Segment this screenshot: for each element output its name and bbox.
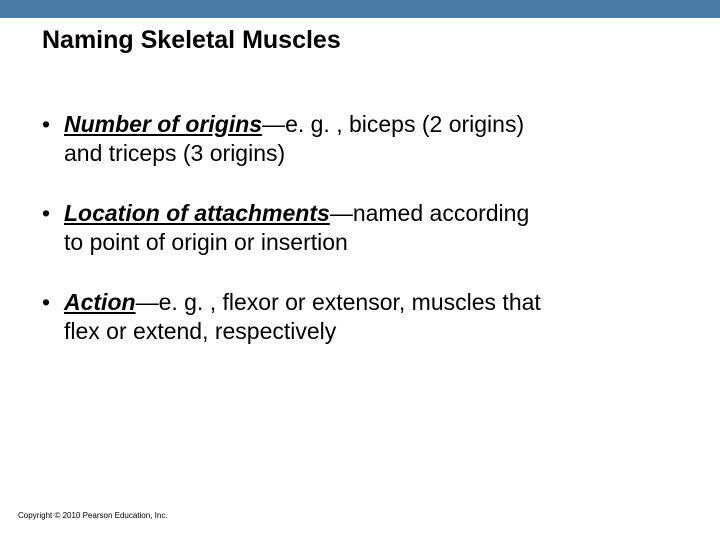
bullet-rest: —e. g. , biceps (2 origins): [262, 111, 524, 137]
bullet-emphasis: Action: [64, 289, 136, 315]
bullet-text: Action—e. g. , flexor or extensor, muscl…: [64, 289, 541, 315]
bullet-text: Location of attachments—named according: [64, 200, 529, 226]
bullet-item: •Action—e. g. , flexor or extensor, musc…: [42, 288, 682, 347]
bullet-rest: —named according: [330, 200, 529, 226]
bullet-marker: •: [42, 288, 64, 317]
bullet-item: •Number of origins—e. g. , biceps (2 ori…: [42, 110, 682, 169]
bullet-text: Number of origins—e. g. , biceps (2 orig…: [64, 111, 524, 137]
bullet-emphasis: Number of origins: [64, 111, 262, 137]
bullet-line2: and triceps (3 origins): [64, 139, 682, 168]
bullet-line2: to point of origin or insertion: [64, 228, 682, 257]
bullet-marker: •: [42, 199, 64, 228]
bullet-marker: •: [42, 110, 64, 139]
bullet-rest: —e. g. , flexor or extensor, muscles tha…: [136, 289, 541, 315]
slide: Naming Skeletal Muscles •Number of origi…: [0, 0, 720, 540]
bullet-item: •Location of attachments—named according…: [42, 199, 682, 258]
copyright-text: Copyright © 2010 Pearson Education, Inc.: [18, 511, 168, 520]
bullet-emphasis: Location of attachments: [64, 200, 330, 226]
slide-title: Naming Skeletal Muscles: [42, 26, 341, 55]
slide-content: •Number of origins—e. g. , biceps (2 ori…: [42, 110, 682, 377]
top-accent-bar: [0, 0, 720, 18]
bullet-line2: flex or extend, respectively: [64, 317, 682, 346]
